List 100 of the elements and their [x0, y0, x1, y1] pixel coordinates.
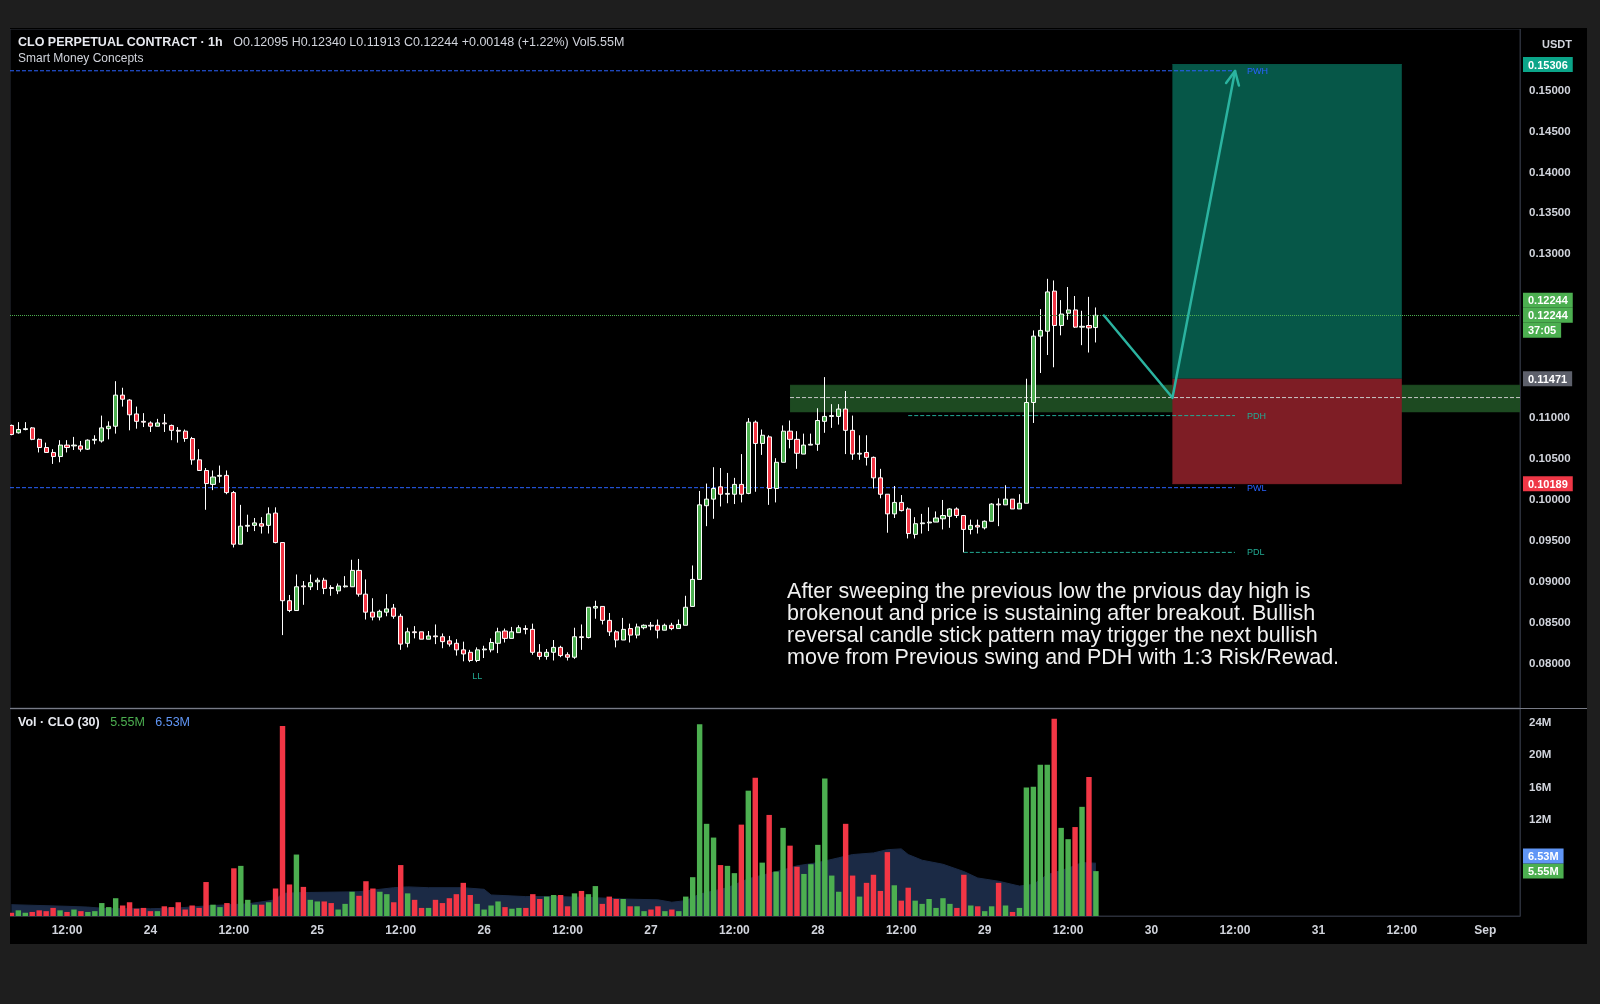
bar — [279, 725, 286, 916]
y-axis-title: USDT — [1542, 37, 1573, 50]
candlestick — [746, 417, 751, 495]
bar — [724, 865, 731, 916]
bar — [829, 875, 835, 916]
bar — [578, 890, 585, 916]
candlestick — [398, 613, 403, 651]
bar — [154, 911, 161, 916]
candlestick — [711, 466, 716, 520]
bar — [905, 887, 911, 916]
bar — [557, 894, 564, 916]
y-tick-label: 0.13500 — [1529, 206, 1571, 219]
bar — [418, 907, 425, 916]
candlestick — [676, 619, 681, 630]
bar — [258, 904, 265, 916]
bar — [15, 910, 22, 916]
candlestick — [134, 406, 139, 430]
y-tick-label: 16M — [1529, 780, 1552, 793]
bar — [752, 777, 758, 916]
candlestick — [252, 517, 257, 532]
bar — [564, 906, 571, 916]
x-tick-label: 12:00 — [1052, 923, 1084, 937]
candlestick — [16, 421, 21, 435]
x-tick-label: 26 — [477, 923, 492, 937]
bar — [585, 894, 592, 916]
x-tick-label: 12:00 — [885, 923, 917, 937]
candlestick — [454, 638, 459, 657]
bar — [265, 902, 272, 916]
candlestick — [419, 631, 424, 640]
y-tick-label: 20M — [1529, 748, 1552, 761]
candlestick — [850, 415, 855, 461]
candlestick — [266, 506, 271, 535]
y-tick-label: 0.10500 — [1529, 452, 1571, 465]
text: 5.55M — [1528, 865, 1559, 878]
candlestick — [1024, 378, 1029, 504]
candlestick — [704, 483, 709, 527]
bar — [398, 865, 404, 916]
bar — [696, 724, 703, 916]
candlestick — [308, 573, 313, 591]
text: 0.12244 — [1528, 294, 1569, 307]
bar — [1086, 776, 1092, 916]
candlestick — [51, 448, 56, 465]
bar — [1093, 871, 1099, 916]
candlestick — [586, 606, 591, 639]
x-tick-label: 12:00 — [218, 923, 250, 937]
candlestick — [593, 600, 598, 620]
candlestick — [920, 513, 925, 535]
annotation: 6.53M — [155, 714, 191, 729]
y-tick-label: 0.08000 — [1529, 656, 1571, 669]
candlestick — [551, 639, 556, 661]
x-tick-label: 24 — [143, 923, 158, 937]
bar — [71, 909, 77, 916]
candlestick — [10, 424, 14, 436]
y-tick-label: 24M — [1529, 715, 1552, 728]
candlestick — [155, 418, 160, 427]
bar — [745, 790, 752, 916]
bar — [272, 888, 279, 916]
bar — [599, 903, 606, 916]
candlestick — [614, 629, 619, 648]
candlestick — [162, 413, 167, 433]
x-tick-label: Sep — [1474, 923, 1497, 937]
candlestick — [1010, 498, 1015, 510]
bar — [293, 854, 300, 916]
y-tick-label: 0.13000 — [1529, 247, 1571, 260]
candlestick — [628, 623, 633, 643]
bar — [300, 886, 307, 916]
x-tick-label: 12:00 — [51, 923, 83, 937]
y-tick-label: 0.10189 — [1528, 477, 1568, 490]
bar — [710, 837, 717, 916]
candlestick — [238, 504, 243, 545]
candlestick — [516, 624, 521, 634]
x-tick-label: 28 — [811, 923, 825, 937]
bar — [314, 901, 320, 916]
bar — [112, 898, 119, 916]
candlestick — [426, 630, 431, 640]
candlestick — [537, 643, 542, 661]
candlestick — [169, 424, 174, 441]
bar — [856, 896, 863, 916]
candlestick — [120, 387, 125, 408]
candlestick — [92, 434, 97, 445]
bar — [140, 907, 147, 916]
bar — [1009, 911, 1016, 916]
series-label: PWH — [1246, 65, 1268, 76]
y-tick-label: 0.08500 — [1529, 616, 1571, 628]
bar — [1002, 905, 1009, 916]
candlestick — [885, 493, 890, 534]
x-tick-label: 25 — [310, 923, 325, 937]
bar — [863, 882, 870, 916]
bar — [613, 899, 619, 916]
candlestick — [558, 645, 563, 658]
candlestick — [405, 627, 410, 648]
candlestick — [857, 434, 862, 461]
bar — [835, 891, 842, 916]
x-tick-label: 12:00 — [1219, 923, 1251, 937]
y-tick-label: 0.09000 — [1529, 575, 1571, 588]
bar — [1051, 718, 1057, 916]
bar — [404, 893, 411, 916]
bar — [446, 898, 453, 916]
candlestick — [996, 497, 1001, 527]
bar — [550, 894, 557, 916]
